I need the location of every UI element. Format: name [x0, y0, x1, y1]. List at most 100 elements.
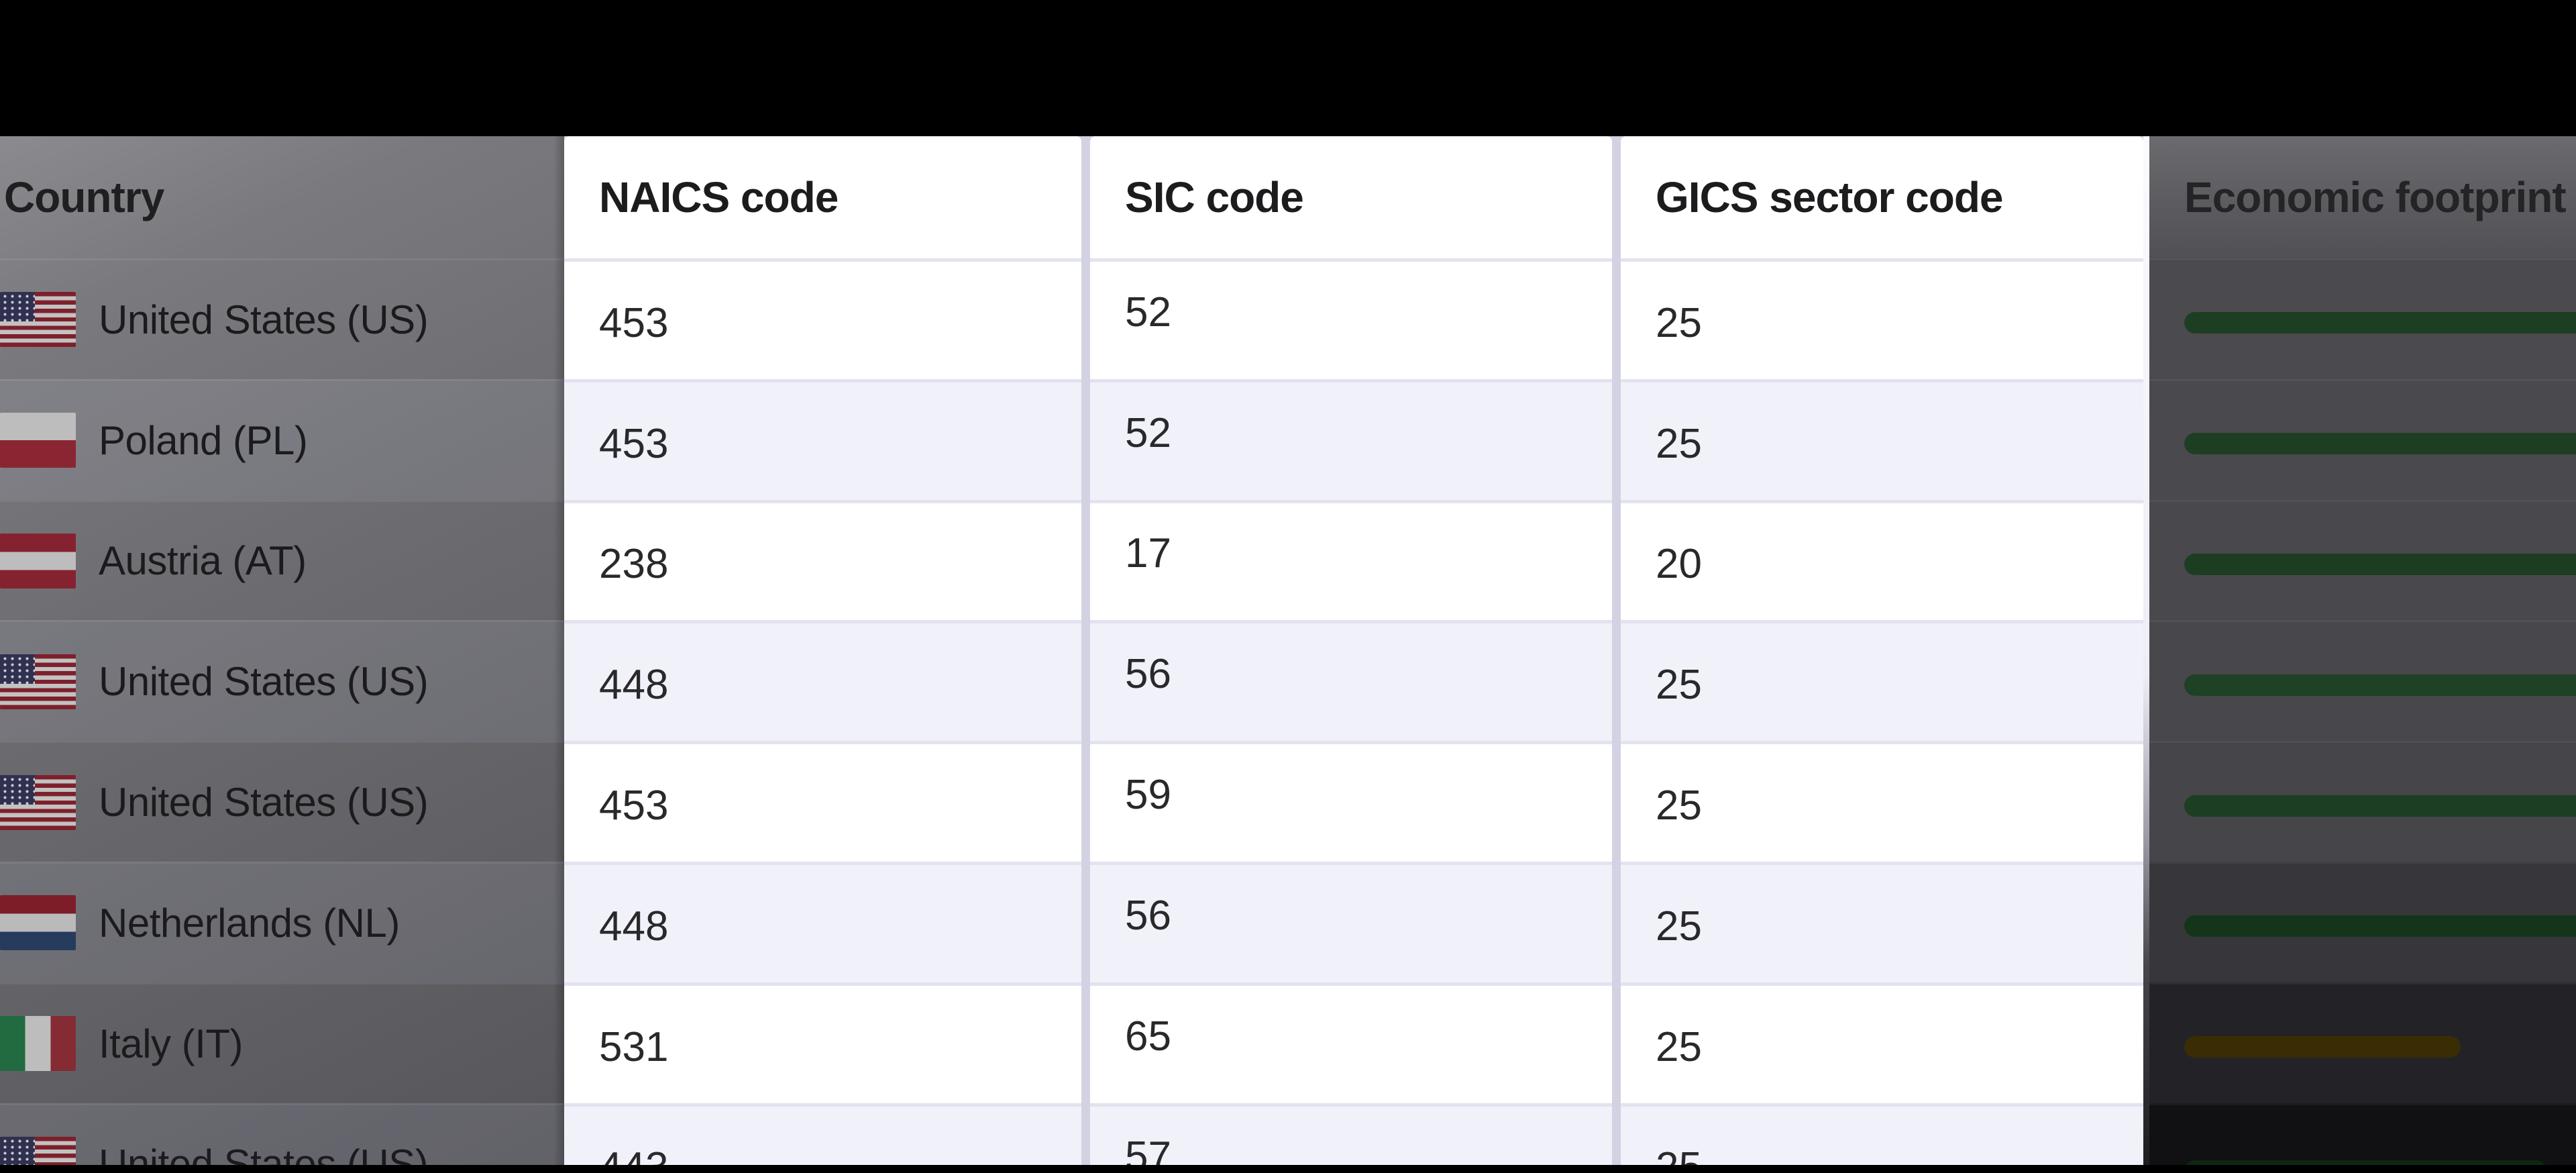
gics-column: GICS sector code 25 25 20 25 25 25 25 25 [1621, 136, 2143, 1173]
gics-value: 25 [1656, 662, 1702, 709]
table-row-country[interactable]: Austria (AT) [0, 499, 564, 621]
country-name: Austria (AT) [99, 538, 307, 584]
sic-column-body: 52 52 17 56 59 56 65 57 [1090, 258, 1612, 1173]
naics-value: 238 [599, 541, 669, 588]
it-flag-icon [0, 1016, 76, 1072]
naics-value: 448 [599, 903, 669, 950]
naics-column-body: 453 453 238 448 453 448 531 443 [564, 258, 1081, 1173]
gics-value: 20 [1656, 541, 1702, 588]
table-row-gics[interactable]: 25 [1621, 620, 2143, 742]
column-header-sic-label: SIC code [1125, 173, 1304, 221]
at-flag-icon [0, 533, 76, 589]
table-row-gics[interactable]: 25 [1621, 861, 2143, 982]
table-row-sic[interactable]: 59 [1090, 741, 1612, 862]
table-row-country[interactable]: Italy (IT) [0, 982, 564, 1103]
table-row-naics[interactable]: 531 [564, 982, 1081, 1103]
table-row-sic[interactable]: 52 [1090, 258, 1612, 379]
sic-value: 52 [1125, 289, 1171, 336]
economic-footprint-bar [2184, 915, 2576, 937]
table-row-sic[interactable]: 52 [1090, 378, 1612, 500]
gics-column-body: 25 25 20 25 25 25 25 25 [1621, 258, 2143, 1173]
gics-value: 25 [1656, 903, 1702, 950]
table-row-naics[interactable]: 453 [564, 258, 1081, 379]
economic-footprint-bar [2184, 795, 2576, 817]
table-row-naics[interactable]: 448 [564, 861, 1081, 982]
gics-value: 25 [1656, 782, 1702, 829]
naics-value: 531 [599, 1023, 669, 1070]
table-row-naics[interactable]: 238 [564, 499, 1081, 621]
table-row-footprint[interactable] [2149, 1103, 2576, 1173]
table-row-gics[interactable]: 25 [1621, 1103, 2143, 1173]
table-row-footprint[interactable] [2149, 861, 2576, 982]
column-header-naics: NAICS code [564, 136, 1081, 258]
table-row-footprint[interactable] [2149, 741, 2576, 862]
table-row-naics[interactable]: 448 [564, 620, 1081, 742]
economic-footprint-bar [2184, 312, 2576, 334]
table-row-country[interactable]: Poland (PL) [0, 378, 564, 500]
column-header-footprint: Economic footprint [2149, 136, 2576, 258]
table-row-gics[interactable]: 25 [1621, 378, 2143, 500]
naics-value: 453 [599, 782, 669, 829]
table-row-naics[interactable]: 443 [564, 1103, 1081, 1173]
column-header-naics-label: NAICS code [599, 173, 839, 221]
column-header-country-label: Country [4, 173, 164, 221]
country-name: Poland (PL) [99, 417, 308, 463]
column-header-country: Country [0, 136, 564, 258]
pl-flag-icon [0, 413, 76, 468]
footprint-column: Economic footprint [2149, 136, 2576, 1173]
table-row-gics[interactable]: 25 [1621, 982, 2143, 1103]
country-name: United States (US) [99, 780, 429, 825]
sic-value: 17 [1125, 530, 1171, 577]
naics-value: 453 [599, 299, 669, 346]
gics-footprint-divider [2143, 136, 2149, 1173]
table-row-footprint[interactable] [2149, 258, 2576, 379]
table-row-naics[interactable]: 453 [564, 741, 1081, 862]
table-row-country[interactable]: Netherlands (NL) [0, 861, 564, 982]
economic-footprint-bar [2184, 674, 2576, 696]
table-row-sic[interactable]: 56 [1090, 861, 1612, 982]
table-row-footprint[interactable] [2149, 499, 2576, 621]
country-name: Netherlands (NL) [99, 900, 400, 946]
nl-flag-icon [0, 895, 76, 951]
table-row-footprint[interactable] [2149, 620, 2576, 742]
table-row-country[interactable]: United States (US) [0, 620, 564, 742]
table-row-country[interactable]: United States (US) [0, 1103, 564, 1173]
table-row-footprint[interactable] [2149, 982, 2576, 1103]
sic-value: 65 [1125, 1013, 1171, 1060]
table-row-gics[interactable]: 20 [1621, 499, 2143, 621]
sic-value: 56 [1125, 651, 1171, 698]
sic-value: 59 [1125, 772, 1171, 819]
table-row-sic[interactable]: 56 [1090, 620, 1612, 742]
gics-value: 25 [1656, 299, 1702, 346]
us-flag-icon [0, 774, 76, 830]
table-row-sic[interactable]: 17 [1090, 499, 1612, 621]
sic-value: 52 [1125, 409, 1171, 456]
country-name: United States (US) [99, 297, 429, 342]
bottom-black-bar [0, 1165, 2576, 1173]
table-row-naics[interactable]: 453 [564, 378, 1081, 500]
country-column-body: United States (US) Poland (PL) Austria (AT… [0, 258, 564, 1173]
table-row-sic[interactable]: 65 [1090, 982, 1612, 1103]
table-row-footprint[interactable] [2149, 378, 2576, 500]
column-header-footprint-label: Economic footprint [2184, 173, 2567, 221]
economic-footprint-bar [2184, 1036, 2461, 1058]
sic-column: SIC code 52 52 17 56 59 56 65 57 [1090, 136, 1612, 1173]
us-flag-icon [0, 654, 76, 709]
naics-value: 448 [599, 662, 669, 709]
table-row-country[interactable]: United States (US) [0, 741, 564, 862]
country-name: United States (US) [99, 659, 429, 705]
column-header-gics: GICS sector code [1621, 136, 2143, 258]
sic-value: 56 [1125, 892, 1171, 939]
table-row-gics[interactable]: 25 [1621, 741, 2143, 862]
table-row-gics[interactable]: 25 [1621, 258, 2143, 379]
top-black-bar [0, 0, 2576, 136]
column-header-sic: SIC code [1090, 136, 1612, 258]
us-flag-icon [0, 292, 76, 348]
gics-value: 25 [1656, 1023, 1702, 1070]
table-row-sic[interactable]: 57 [1090, 1103, 1612, 1173]
column-header-gics-label: GICS sector code [1656, 173, 2003, 221]
naics-value: 453 [599, 420, 669, 467]
table-row-country[interactable]: United States (US) [0, 258, 564, 379]
gics-value: 25 [1656, 420, 1702, 467]
